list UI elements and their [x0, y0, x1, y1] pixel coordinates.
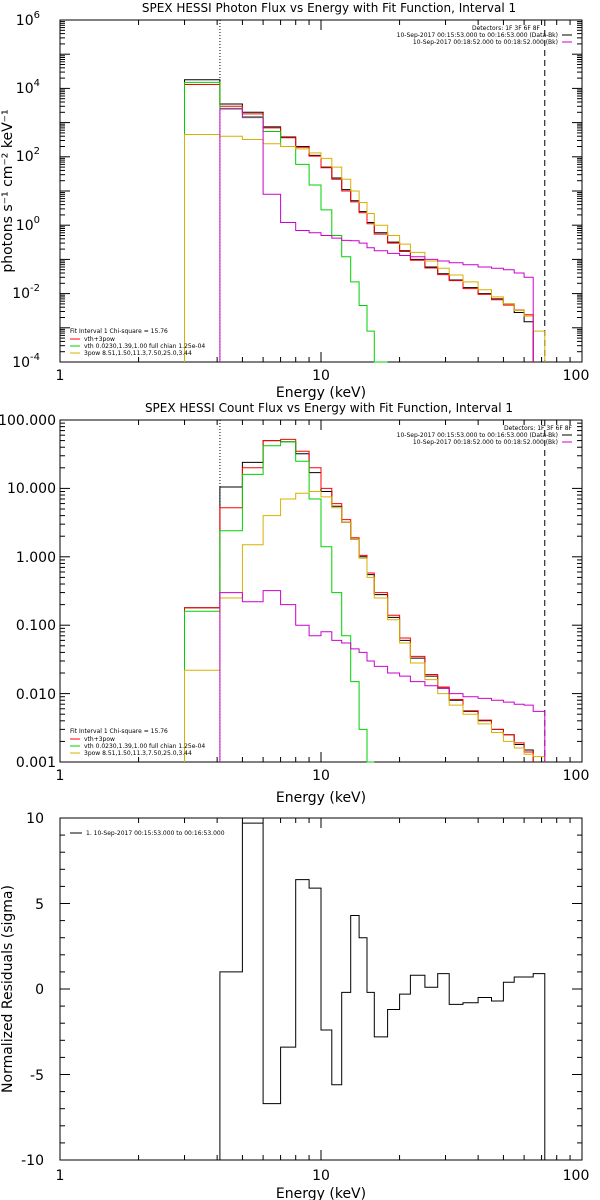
photon-y-tick-1e2: 102	[16, 146, 40, 165]
photon-y-tick-1e0: 100	[16, 215, 40, 234]
residuals-axis-ticks	[59, 817, 582, 1161]
photon-detectors-label: Detectors: 1F 3F 6F 8F	[472, 25, 541, 32]
residuals-x-tick-100: 100	[563, 1168, 590, 1184]
photon-x-tick-100: 100	[563, 368, 590, 384]
count-data-interval-label: 10-Sep-2017 00:15:53.000 to 00:16:53.000…	[397, 432, 558, 439]
count-axis-ticks	[59, 420, 582, 763]
residuals-y-tick-10: 10	[26, 811, 44, 827]
photon-x-axis-label: Energy (keV)	[276, 385, 366, 401]
count-legend-vth: vth 0.0230,1.39,1.00 full chian 1.25e-04	[84, 743, 205, 750]
photon-flux-panel: SPEX HESSI Photon Flux vs Energy with Fi…	[0, 1, 589, 401]
residuals-y-tick-minus10: -10	[21, 1153, 44, 1169]
photon-legend-3pow: 3pow 8.51,1.50,11.3,7.50,25.0,3.44	[84, 350, 192, 357]
count-y-tick-1.000: 1.000	[16, 550, 56, 566]
residuals-y-axis-label: Normalized Residuals (sigma)	[0, 885, 16, 1093]
photon-legend-vth3pow: vth+3pow	[84, 336, 115, 343]
count-legend-3pow: 3pow 8.51,1.50,11.3,7.50,25.0,3.44	[84, 750, 192, 757]
count-x-tick-100: 100	[563, 768, 590, 784]
photon-series-data-bk	[184, 79, 534, 362]
photon-series-group	[184, 20, 546, 363]
residuals-series-group	[219, 822, 546, 1160]
count-detectors-label: Detectors: 1F 3F 6F 8F	[504, 425, 573, 432]
residuals-y-tick-5: 5	[35, 897, 44, 913]
photon-series-bk	[219, 108, 534, 362]
photon-chart-title: SPEX HESSI Photon Flux vs Energy with Fi…	[142, 1, 516, 15]
residuals-x-tick-10: 10	[312, 1168, 330, 1184]
photon-legend-vth: vth 0.0230,1.39,1.00 full chian 1.25e-04	[84, 343, 205, 350]
count-y-tick-100.000: 100.000	[0, 413, 56, 429]
photon-y-tick-1e-2: 10-2	[12, 283, 40, 302]
count-y-tick-0.100: 0.100	[16, 618, 56, 634]
photon-axis-ticks	[59, 20, 582, 363]
residuals-panel: 1 10 100 Energy (keV) Normalized Residua…	[0, 811, 589, 1200]
residuals-series-1-10-sep-2017-00-15-53-000-to-00-16-53-000	[219, 822, 546, 1160]
count-series-vth	[184, 441, 375, 763]
count-legend-vth3pow: vth+3pow	[84, 736, 115, 743]
count-y-tick-0.010: 0.010	[16, 687, 56, 703]
photon-y-axis-label: photons s⁻¹ cm⁻² keV⁻¹	[0, 109, 16, 272]
photon-data-interval-label: 10-Sep-2017 00:15:53.000 to 00:16:53.000…	[397, 32, 558, 39]
count-series-3pow	[184, 491, 546, 762]
count-chart-title: SPEX HESSI Count Flux vs Energy with Fit…	[145, 401, 513, 415]
count-y-tick-0.001: 0.001	[16, 755, 56, 771]
count-series-group	[184, 420, 546, 763]
photon-x-tick-1: 1	[56, 368, 65, 384]
photon-series-3pow	[184, 134, 546, 362]
residuals-y-tick-0: 0	[35, 982, 44, 998]
photon-y-tick-1e4: 104	[16, 78, 40, 97]
photon-bk-interval-label: 10-Sep-2017 00:18:52.000 to 00:18:52.000…	[413, 39, 558, 46]
residuals-y-tick-minus5: -5	[30, 1068, 44, 1084]
count-x-tick-10: 10	[312, 768, 330, 784]
count-series-bk	[219, 590, 546, 762]
photon-fit-legend-title: Fit Interval 1 Chi-square = 15.76	[70, 328, 168, 335]
photon-x-tick-10: 10	[312, 368, 330, 384]
count-fit-legend-title: Fit Interval 1 Chi-square = 15.76	[70, 728, 168, 735]
count-x-axis-label: Energy (keV)	[276, 790, 366, 806]
photon-series-vth-3pow	[184, 84, 534, 362]
count-bk-interval-label: 10-Sep-2017 00:18:52.000 to 00:18:52.000…	[413, 439, 558, 446]
photon-y-tick-1e-4: 10-4	[12, 352, 40, 371]
count-y-tick-10.000: 10.000	[7, 481, 56, 497]
count-x-tick-1: 1	[56, 768, 65, 784]
photon-y-tick-1e6: 106	[16, 10, 40, 29]
count-flux-panel: SPEX HESSI Count Flux vs Energy with Fit…	[0, 401, 589, 806]
residuals-x-tick-1: 1	[56, 1168, 65, 1184]
residuals-x-axis-label: Energy (keV)	[276, 1186, 366, 1200]
residuals-legend-label: 1. 10-Sep-2017 00:15:53.000 to 00:16:53.…	[86, 830, 225, 837]
